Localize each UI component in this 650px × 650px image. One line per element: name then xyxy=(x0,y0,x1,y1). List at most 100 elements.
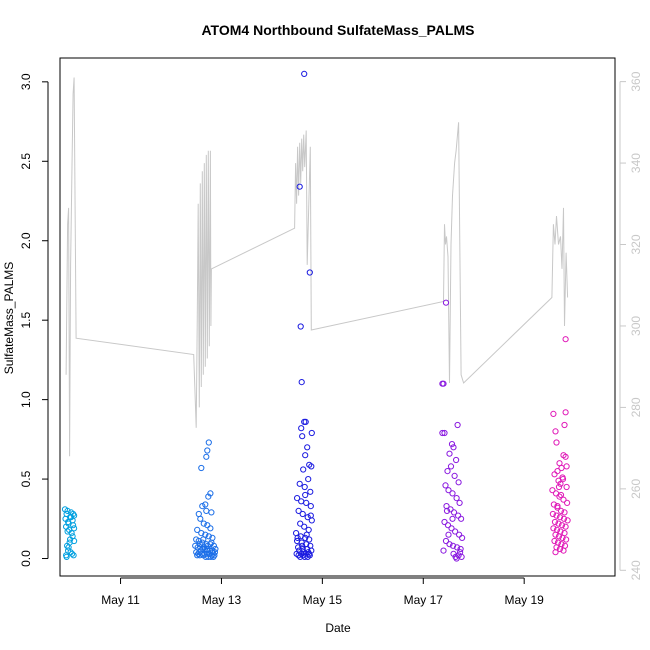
y2-tick-label: 340 xyxy=(629,153,643,173)
y2-tick-label: 320 xyxy=(629,234,643,254)
data-point-flight-3 xyxy=(295,552,302,559)
data-point-flight-2 xyxy=(195,550,202,557)
y-axis-label: SulfateMass_PALMS xyxy=(2,262,16,375)
data-point-flight-3 xyxy=(299,542,306,549)
data-point-flight-4 xyxy=(453,495,460,502)
data-point-flight-5 xyxy=(562,336,569,343)
data-point-flight-3 xyxy=(299,433,306,440)
data-point-flight-2 xyxy=(208,539,215,546)
x-tick-label: May 11 xyxy=(101,593,140,607)
y-axis-right: 240 260 280 300 320 340 360 xyxy=(619,71,643,580)
data-point-flight-1 xyxy=(71,537,78,545)
data-point-flight-1 xyxy=(65,544,72,551)
data-point-flight-3 xyxy=(301,483,308,491)
data-point-flight-4 xyxy=(450,509,458,516)
data-point-flight-2 xyxy=(194,526,201,534)
data-point-flight-1 xyxy=(63,552,70,559)
data-point-flight-5 xyxy=(551,471,558,478)
data-point-flight-5 xyxy=(551,518,559,526)
data-point-flight-4 xyxy=(449,490,456,497)
data-point-flight-2 xyxy=(203,453,210,460)
y-tick-label: 0.5 xyxy=(19,470,33,487)
data-point-flight-4 xyxy=(439,429,446,437)
y-tick-label: 3.0 xyxy=(19,73,33,90)
x-axis: May 11 May 13 May 15 May 17 May 19 xyxy=(101,577,544,607)
data-point-flight-5 xyxy=(549,510,557,518)
data-point-flight-3 xyxy=(304,444,311,451)
data-point-flight-4 xyxy=(458,515,465,522)
data-point-flight-3 xyxy=(298,498,305,505)
data-point-flight-5 xyxy=(555,520,562,527)
data-point-flight-5 xyxy=(561,421,568,429)
data-point-flight-5 xyxy=(550,410,557,417)
data-point-flight-3 xyxy=(303,531,310,538)
data-point-flight-5 xyxy=(556,514,564,521)
data-point-flight-3 xyxy=(307,488,314,495)
data-point-flight-3 xyxy=(296,480,303,487)
data-point-flight-4 xyxy=(441,429,448,437)
x-axis-label: Date xyxy=(325,621,351,635)
data-point-flight-5 xyxy=(553,512,560,519)
data-point-flight-5 xyxy=(557,480,564,487)
data-point-flight-4 xyxy=(449,515,456,522)
data-point-flight-3 xyxy=(306,536,313,543)
data-point-flight-4 xyxy=(448,525,455,532)
data-point-flight-5 xyxy=(556,545,564,553)
data-point-flight-4 xyxy=(453,456,460,464)
data-point-flight-3 xyxy=(301,523,308,530)
data-point-flight-1 xyxy=(70,522,77,529)
data-point-flight-3 xyxy=(302,534,309,542)
data-point-flight-3 xyxy=(300,466,307,473)
data-point-flight-2 xyxy=(208,509,215,516)
data-point-flight-3 xyxy=(304,514,311,521)
data-point-flight-3 xyxy=(302,491,309,499)
data-point-flight-5 xyxy=(554,503,561,510)
data-point-flight-4 xyxy=(455,479,462,486)
y2-tick-label: 260 xyxy=(629,479,643,499)
data-point-flight-2 xyxy=(205,439,212,446)
y2-tick-label: 360 xyxy=(629,71,643,91)
data-point-flight-4 xyxy=(451,472,458,479)
data-point-flight-5 xyxy=(558,522,566,529)
data-point-flight-1 xyxy=(64,528,71,535)
y-axis-left: 0.0 0.5 1.0 1.5 2.0 2.5 3.0 xyxy=(19,73,49,567)
data-point-flight-3 xyxy=(301,553,308,561)
data-point-flight-3 xyxy=(298,425,305,432)
data-point-flight-3 xyxy=(296,183,303,190)
data-point-flight-5 xyxy=(563,536,570,543)
data-point-flight-4 xyxy=(445,487,452,494)
data-point-flight-4 xyxy=(442,482,449,489)
data-point-flight-3 xyxy=(298,379,305,386)
points-layer xyxy=(61,70,571,562)
data-point-flight-5 xyxy=(560,496,567,503)
data-point-flight-5 xyxy=(560,515,568,522)
data-point-flight-3 xyxy=(294,534,301,542)
data-point-flight-5 xyxy=(552,549,559,556)
data-point-flight-2 xyxy=(196,541,203,548)
y2-tick-label: 300 xyxy=(629,316,643,336)
data-point-flight-5 xyxy=(556,493,563,500)
data-point-flight-3 xyxy=(301,70,308,78)
plot-frame xyxy=(59,57,616,577)
data-point-flight-4 xyxy=(450,444,457,451)
data-point-flight-5 xyxy=(550,525,557,532)
data-point-flight-5 xyxy=(561,509,568,516)
data-point-flight-5 xyxy=(560,547,567,554)
data-point-flight-3 xyxy=(306,269,313,276)
data-point-flight-4 xyxy=(441,518,448,526)
data-point-flight-4 xyxy=(454,544,461,551)
data-point-flight-1 xyxy=(71,525,78,532)
data-point-flight-4 xyxy=(456,531,463,538)
data-point-flight-4 xyxy=(455,512,462,519)
data-point-flight-5 xyxy=(552,428,559,435)
data-point-flight-4 xyxy=(454,421,461,429)
data-point-flight-4 xyxy=(445,531,452,538)
data-point-flight-4 xyxy=(455,552,462,559)
data-point-flight-5 xyxy=(564,499,571,506)
x-tick-label: May 13 xyxy=(202,593,242,607)
data-point-flight-2 xyxy=(197,515,204,522)
data-point-flight-4 xyxy=(447,506,454,513)
data-point-flight-5 xyxy=(559,476,567,483)
data-point-flight-3 xyxy=(308,429,315,437)
